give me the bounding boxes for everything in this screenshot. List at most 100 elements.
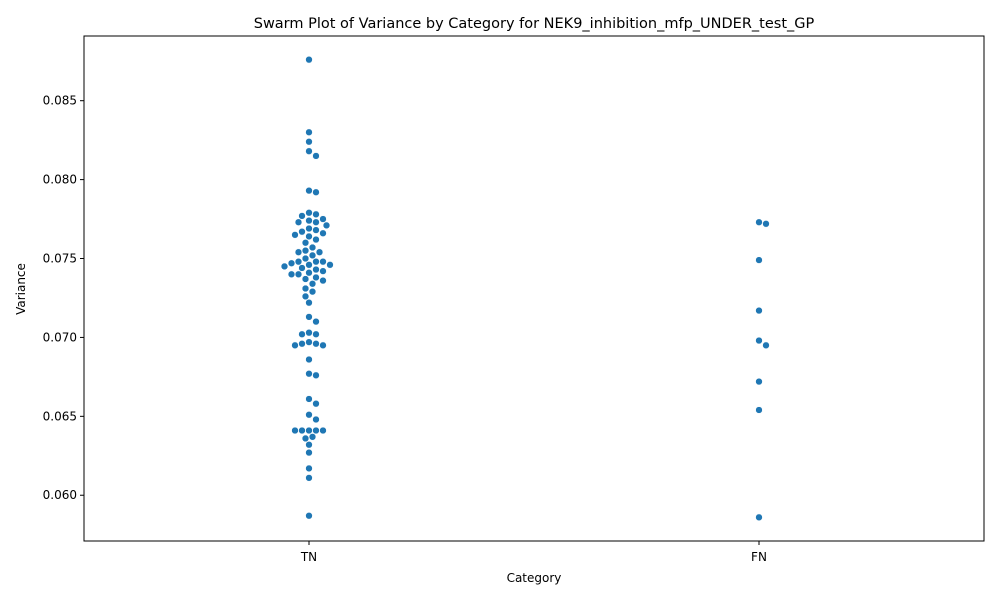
data-point-tn: [312, 235, 320, 244]
y-tick-label: 0.085: [43, 94, 77, 108]
data-point-tn: [312, 188, 320, 196]
y-tick-label: 0.075: [43, 252, 77, 266]
data-point-tn: [305, 269, 313, 277]
data-point-fn: [755, 218, 763, 226]
data-point-tn: [305, 147, 313, 155]
data-point-fn: [755, 256, 763, 264]
data-point-tn: [312, 426, 320, 435]
data-point-tn: [315, 248, 324, 256]
data-point-tn: [305, 224, 313, 233]
data-point-tn: [305, 441, 313, 449]
data-point-tn: [305, 313, 313, 321]
data-point-tn: [298, 330, 306, 338]
data-point-tn: [291, 426, 299, 435]
data-point-tn: [301, 275, 310, 283]
y-tick-label: 0.080: [43, 173, 77, 187]
data-point-tn: [326, 261, 334, 269]
data-point-tn: [312, 152, 320, 160]
data-point-tn: [298, 340, 306, 348]
data-point-tn: [301, 246, 310, 255]
data-point-fn: [755, 406, 763, 414]
data-point-tn: [312, 218, 320, 226]
data-point-tn: [319, 426, 327, 435]
y-axis: 0.060 0.065 0.070 0.075 0.080 0.085: [43, 94, 84, 502]
data-point-tn: [298, 426, 306, 435]
x-axis-title: Category: [507, 571, 562, 585]
y-tick-label: 0.070: [43, 330, 77, 344]
data-point-tn: [312, 371, 320, 379]
data-point-tn: [305, 411, 313, 419]
data-point-tn: [298, 228, 306, 236]
data-point-fn: [755, 336, 763, 345]
data-point-tn: [312, 226, 320, 234]
x-tick-label: TN: [300, 550, 317, 564]
data-point-tn: [308, 243, 317, 252]
data-point-tn: [294, 248, 303, 256]
data-point-tn: [301, 254, 310, 263]
data-point-fn: [762, 341, 770, 349]
data-point-tn: [301, 434, 310, 443]
y-tick-label: 0.065: [43, 409, 77, 423]
data-point-tn: [298, 212, 306, 220]
axes-frame: [83, 35, 985, 542]
data-point-fn: [755, 513, 763, 521]
data-point-tn: [319, 229, 327, 237]
data-point-tn: [305, 512, 313, 520]
plot-area: [83, 35, 985, 542]
data-point-tn: [312, 258, 320, 266]
data-point-tn: [305, 216, 313, 225]
data-point-tn: [322, 221, 331, 230]
data-point-tn: [305, 355, 313, 364]
data-point-tn: [305, 395, 313, 403]
data-point-tn: [312, 330, 320, 338]
data-point-tn: [308, 280, 317, 288]
data-point-tn: [305, 370, 313, 378]
data-point-tn: [312, 210, 320, 218]
data-point-fn: [762, 220, 770, 228]
data-point-tn: [305, 426, 313, 435]
data-point-tn: [298, 264, 306, 272]
data-point-tn: [305, 56, 313, 64]
y-axis-title: Variance: [14, 263, 28, 315]
data-point-tn: [287, 270, 296, 278]
data-point-tn: [287, 259, 296, 267]
data-point-tn: [280, 262, 289, 271]
data-point-tn: [305, 187, 313, 195]
data-point-tn: [305, 474, 313, 482]
data-point-tn: [308, 288, 317, 296]
data-point-tn: [312, 273, 320, 282]
data-point-tn: [301, 292, 310, 301]
data-point-tn: [305, 138, 313, 146]
data-point-tn: [305, 261, 313, 269]
data-point-tn: [319, 341, 327, 349]
data-point-tn: [294, 258, 303, 266]
data-point-tn: [319, 267, 327, 275]
data-point-tn: [305, 232, 313, 241]
data-point-tn: [312, 265, 320, 274]
data-point-tn: [312, 415, 320, 424]
data-point-tn: [291, 231, 299, 239]
data-point-fn: [755, 306, 763, 315]
data-point-tn: [301, 284, 310, 293]
data-point-tn: [294, 218, 303, 226]
chart-title: Swarm Plot of Variance by Category for N…: [254, 16, 815, 32]
data-point-tn: [308, 251, 317, 260]
data-point-tn: [305, 338, 313, 346]
data-point-tn: [312, 340, 320, 348]
data-point-tn: [312, 400, 320, 408]
data-point-tn: [305, 448, 313, 457]
x-tick-label: FN: [751, 550, 767, 564]
data-point-tn: [312, 317, 320, 326]
y-tick-label: 0.060: [43, 488, 77, 502]
data-point-tn: [305, 128, 313, 136]
data-point-fn: [755, 377, 763, 386]
data-points: [280, 56, 770, 521]
data-point-tn: [319, 215, 327, 223]
data-point-tn: [294, 270, 303, 278]
data-point-tn: [291, 341, 299, 349]
data-point-tn: [305, 464, 313, 473]
data-point-tn: [305, 299, 313, 307]
x-axis: TN FN: [300, 541, 767, 564]
